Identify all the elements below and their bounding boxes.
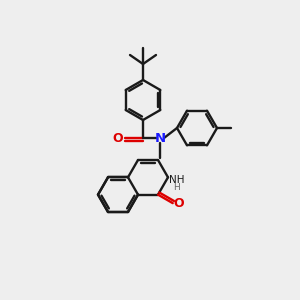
Text: N: N [154,131,166,145]
Text: H: H [174,183,180,192]
Text: O: O [113,131,123,145]
Text: O: O [173,196,184,210]
Text: NH: NH [169,175,185,185]
